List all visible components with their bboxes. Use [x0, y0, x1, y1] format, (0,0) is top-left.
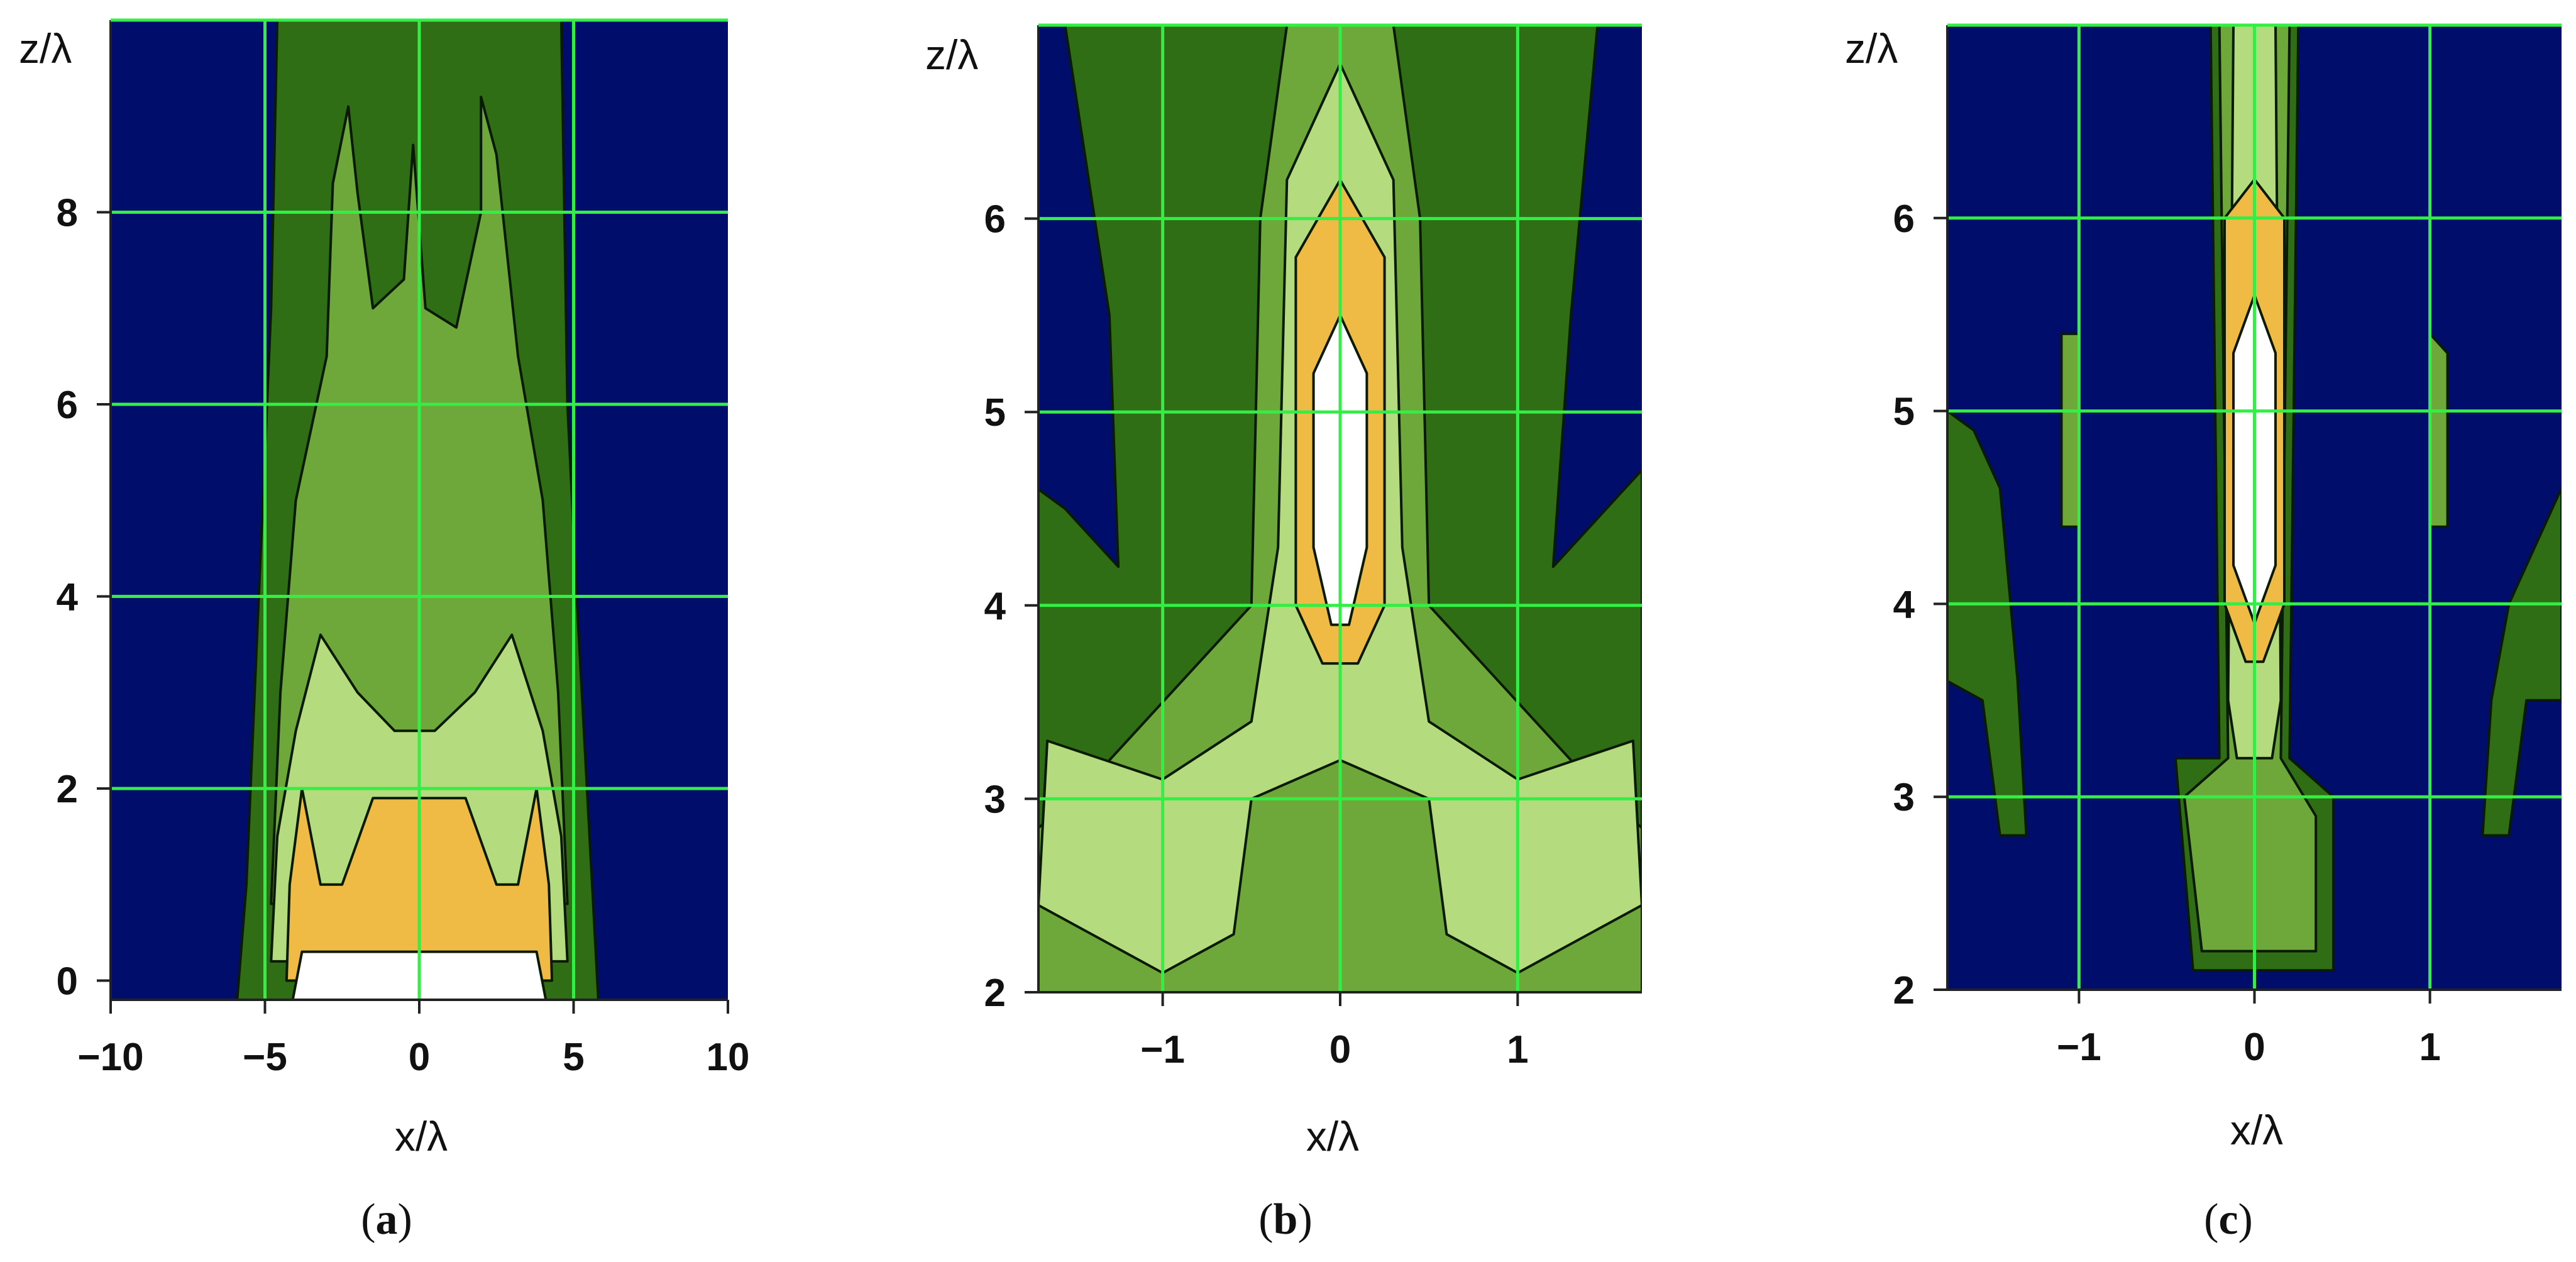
- panel-a-caption: (a): [361, 1195, 412, 1244]
- panel-a-y-tick-label: 4: [57, 575, 79, 619]
- panel-c-plot: [1946, 23, 2562, 991]
- panel-c-x-axis-label: x/λ: [2230, 1107, 2283, 1153]
- panel-a-y-tick-label: 0: [57, 960, 78, 1003]
- panel-b-x-axis-label: x/λ: [1306, 1113, 1359, 1160]
- panel-a: z/λ 0 2 4 6 8 −10 −5 0 5 10 x/λ (a): [19, 18, 749, 1244]
- panel-c-side-patch-3: [2428, 332, 2449, 528]
- panel-c-caption: (c): [2204, 1195, 2253, 1244]
- panel-b-y-tick-label: 4: [984, 585, 1006, 628]
- panel-c-y-tick-label: 5: [1893, 390, 1915, 434]
- panel-b-y-axis-label: z/λ: [925, 31, 978, 78]
- panel-a-y-tick-label: 6: [57, 384, 78, 427]
- panel-b-x-tick-label: −1: [1140, 1028, 1185, 1071]
- panel-b-y-tick-label: 2: [984, 971, 1006, 1015]
- panel-a-x-tick-label: 5: [563, 1036, 584, 1079]
- panel-a-y-tick-label: 8: [57, 191, 78, 235]
- panel-c-y-tick-label: 6: [1893, 197, 1915, 241]
- panel-c-side-patch-2: [2060, 332, 2081, 528]
- panel-b: z/λ 2 3 4 5 6 −1 0 1 x/λ (b): [925, 23, 1642, 1244]
- panel-a-plot: [109, 18, 728, 1001]
- panel-a-x-axis-label: x/λ: [395, 1113, 448, 1160]
- panel-a-y-axis-label: z/λ: [19, 25, 72, 72]
- panel-c-y-ticks: 2 3 4 5 6: [1893, 197, 1947, 1012]
- panel-c-side-patch-0: [1947, 409, 2028, 837]
- panel-c-y-axis-label: z/λ: [1845, 25, 1898, 72]
- panel-b-x-tick-label: 0: [1329, 1028, 1351, 1071]
- panel-c: z/λ 2 3 4 5 6 −1 0 1 x/λ (c): [1845, 23, 2562, 1244]
- panel-c-y-tick-label: 2: [1893, 969, 1915, 1012]
- panel-a-y-tick-label: 2: [57, 768, 78, 811]
- panel-c-x-tick-label: 1: [2419, 1026, 2440, 1069]
- panel-a-x-tick-label: 10: [707, 1036, 750, 1079]
- panel-a-x-tick-label: −10: [77, 1036, 143, 1079]
- panel-b-y-tick-label: 5: [984, 391, 1006, 435]
- panel-a-y-ticks: 0 2 4 6 8: [57, 191, 111, 1003]
- panel-c-y-tick-label: 3: [1893, 776, 1915, 819]
- panel-b-x-ticks: −1 0 1: [1140, 992, 1529, 1071]
- panel-c-x-tick-label: 0: [2243, 1026, 2265, 1069]
- panel-c-side-patch-1: [2481, 487, 2562, 837]
- panel-a-x-ticks: −10 −5 0 5 10: [77, 1000, 749, 1079]
- panel-b-y-tick-label: 6: [984, 198, 1006, 241]
- panel-b-caption: (b): [1258, 1195, 1313, 1244]
- panel-b-x-tick-label: 1: [1507, 1028, 1528, 1071]
- panel-a-x-tick-label: 0: [409, 1036, 430, 1079]
- panel-c-x-ticks: −1 0 1: [2057, 990, 2441, 1069]
- panel-b-y-tick-label: 3: [984, 778, 1006, 821]
- panel-b-plot: [1037, 23, 1642, 994]
- panel-c-x-tick-label: −1: [2057, 1026, 2101, 1069]
- panel-a-x-tick-label: −5: [243, 1036, 287, 1079]
- panel-b-y-ticks: 2 3 4 5 6: [984, 198, 1038, 1015]
- panel-c-y-tick-label: 4: [1893, 583, 1915, 626]
